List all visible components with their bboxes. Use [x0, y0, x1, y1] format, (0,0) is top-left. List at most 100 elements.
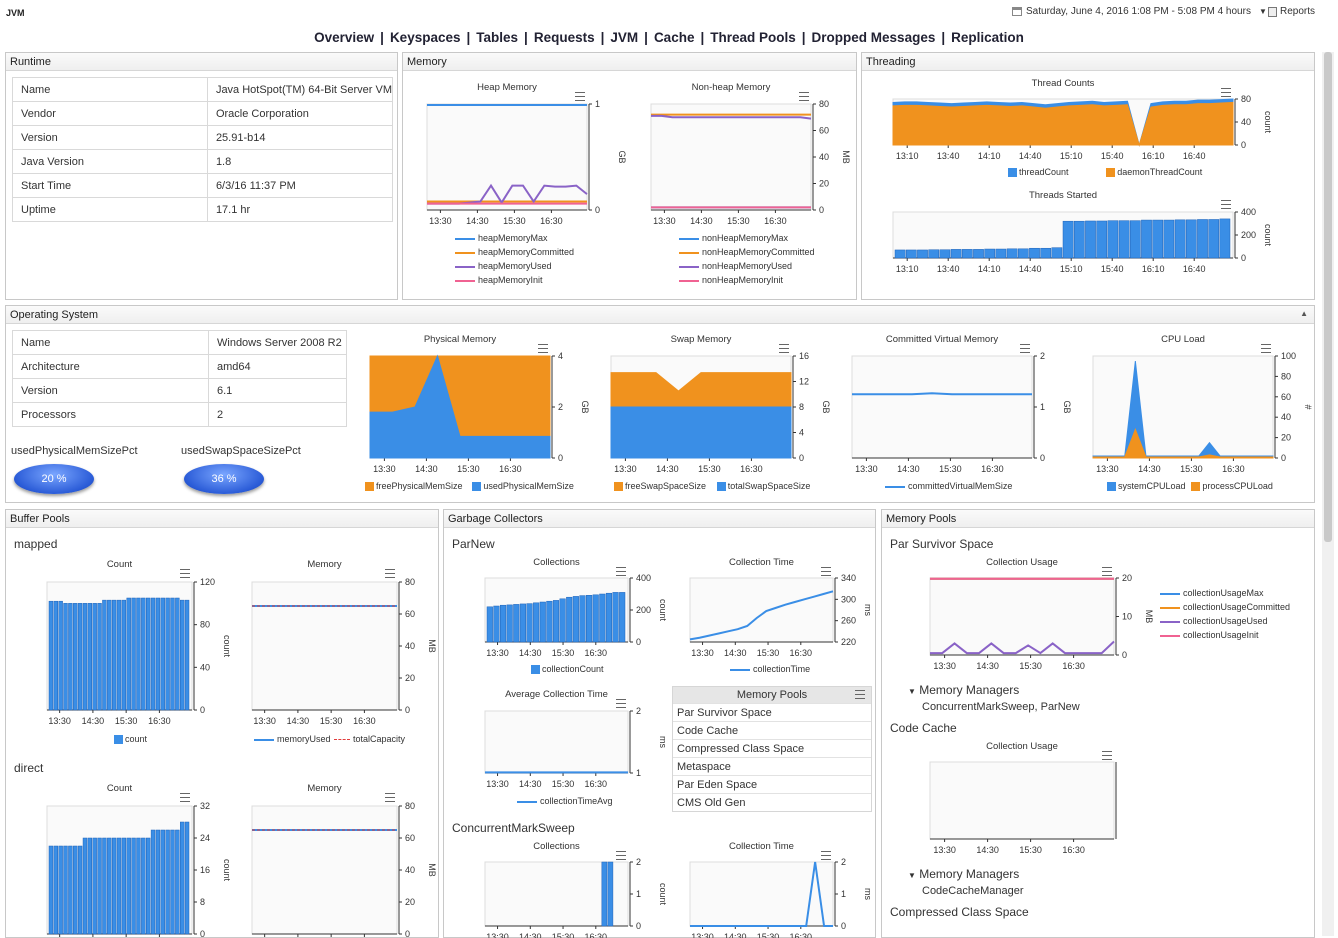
legend-item[interactable]: freeSwapSpaceSize: [614, 481, 706, 492]
legend-swatch: [679, 237, 699, 240]
nav-link-cache[interactable]: Cache: [653, 30, 695, 45]
nav-link-replication[interactable]: Replication: [951, 30, 1024, 45]
legend-item[interactable]: nonHeapMemoryUsed: [679, 261, 792, 271]
legend-item[interactable]: collectionUsageMax: [1160, 588, 1264, 598]
chart-menu-icon[interactable]: [1221, 88, 1231, 97]
chart-menu-icon[interactable]: [616, 567, 626, 576]
table-row: Processors 2: [12, 402, 347, 427]
legend-item[interactable]: heapMemoryInit: [455, 275, 543, 285]
legend-label: heapMemoryMax: [478, 233, 548, 243]
nav-link-jvm[interactable]: JVM: [610, 30, 639, 45]
legend-swatch: [614, 482, 623, 492]
legend-label: committedVirtualMemSize: [908, 481, 1013, 491]
legend-item[interactable]: collectionCount: [531, 664, 604, 675]
memory-pool-item[interactable]: CMS Old Gen: [673, 793, 871, 811]
chart-menu-icon[interactable]: [799, 92, 809, 101]
legend-item[interactable]: systemCPULoad: [1107, 481, 1186, 492]
nav-link-tables[interactable]: Tables: [476, 30, 519, 45]
panel-title: Buffer Pools: [6, 510, 438, 528]
memory-pool-item[interactable]: Metaspace: [673, 757, 871, 775]
chart-menu-icon[interactable]: [180, 793, 190, 802]
gc-panel: Garbage Collectors ParNew ConcurrentMark…: [443, 509, 876, 938]
legend-swatch: [114, 735, 123, 745]
menu-icon[interactable]: [855, 690, 865, 699]
chart-menu-icon[interactable]: [180, 569, 190, 578]
chart-menu-icon[interactable]: [779, 344, 789, 353]
legend-item[interactable]: heapMemoryCommitted: [455, 247, 574, 257]
legend-item[interactable]: processCPULoad: [1191, 481, 1273, 492]
chart-menu-icon[interactable]: [1221, 200, 1231, 209]
chart-menu-icon[interactable]: [385, 793, 395, 802]
chart-menu-icon[interactable]: [385, 569, 395, 578]
chart-menu-icon[interactable]: [1020, 344, 1030, 353]
table-row: Architecture amd64: [12, 354, 347, 379]
legend-item[interactable]: collectionUsageUsed: [1160, 616, 1268, 626]
memory-pool-item[interactable]: Compressed Class Space: [673, 739, 871, 757]
chart-menu-icon[interactable]: [821, 567, 831, 576]
legend-label: collectionCount: [542, 664, 604, 674]
legend-item[interactable]: nonHeapMemoryCommitted: [679, 247, 815, 257]
legend-label: threadCount: [1019, 167, 1069, 177]
legend-swatch: [1008, 168, 1017, 178]
chart-menu-icon[interactable]: [1261, 344, 1271, 353]
scrollbar[interactable]: [1322, 52, 1334, 936]
property-name: Version: [12, 378, 209, 403]
legend-item[interactable]: memoryUsed: [254, 734, 331, 744]
legend-item[interactable]: committedVirtualMemSize: [885, 481, 1012, 491]
chart-menu-icon[interactable]: [821, 851, 831, 860]
nav-link-requests[interactable]: Requests: [533, 30, 595, 45]
legend-swatch: [1160, 592, 1180, 595]
chart-menu-icon[interactable]: [1102, 751, 1112, 760]
legend-label: daemonThreadCount: [1117, 167, 1203, 177]
legend-item[interactable]: collectionUsageCommitted: [1160, 602, 1290, 612]
memory-pool-item[interactable]: Par Eden Space: [673, 775, 871, 793]
legend-item[interactable]: heapMemoryUsed: [455, 261, 552, 271]
nav-separator: |: [941, 30, 946, 45]
reports-button[interactable]: Reports: [1268, 6, 1315, 17]
scrollbar-thumb[interactable]: [1324, 52, 1332, 542]
legend-swatch: [1160, 606, 1180, 609]
time-range-selector[interactable]: Saturday, June 4, 2016 1:08 PM - 5:08 PM…: [1012, 6, 1267, 17]
legend-item[interactable]: heapMemoryMax: [455, 233, 548, 243]
legend-swatch: [455, 237, 475, 240]
legend-item[interactable]: collectionUsageInit: [1160, 630, 1259, 640]
legend-item[interactable]: threadCount: [1008, 167, 1069, 178]
calendar-icon: [1012, 7, 1022, 16]
nav-link-thread-pools[interactable]: Thread Pools: [710, 30, 796, 45]
property-value: 2: [208, 402, 347, 427]
legend-item[interactable]: collectionTimeAvg: [517, 796, 613, 806]
memory-managers-toggle-2[interactable]: ▼ Memory Managers: [908, 867, 1019, 881]
memory-pool-item[interactable]: Code Cache: [673, 721, 871, 739]
legend-item[interactable]: collectionTime: [730, 664, 810, 674]
legend-label: systemCPULoad: [1118, 481, 1186, 491]
legend-item[interactable]: usedPhysicalMemSize: [472, 481, 574, 492]
chart-menu-icon[interactable]: [616, 699, 626, 708]
memory-managers-label: Memory Managers: [919, 683, 1020, 697]
legend-item[interactable]: count: [114, 734, 147, 745]
nav-link-dropped-messages[interactable]: Dropped Messages: [811, 30, 936, 45]
property-value: 25.91-b14: [206, 125, 394, 150]
property-name: Processors: [12, 402, 209, 427]
chart-menu-icon[interactable]: [538, 344, 548, 353]
nav-separator: |: [466, 30, 471, 45]
runtime-panel: Runtime Name Java HotSpot(TM) 64-Bit Serv…: [5, 52, 398, 300]
legend-item[interactable]: freePhysicalMemSize: [365, 481, 463, 492]
parnew-header: ParNew: [452, 537, 495, 551]
legend-label: collectionTime: [753, 664, 811, 674]
collapse-icon[interactable]: ▲: [1300, 309, 1308, 318]
legend-item[interactable]: daemonThreadCount: [1106, 167, 1203, 178]
nav-link-overview[interactable]: Overview: [314, 30, 375, 45]
chart-menu-icon[interactable]: [616, 851, 626, 860]
legend-item[interactable]: totalSwapSpaceSize: [716, 481, 810, 492]
chart-title: Collection Usage: [986, 741, 1058, 752]
memory-pool-item[interactable]: Par Survivor Space: [673, 703, 871, 721]
legend-item[interactable]: nonHeapMemoryMax: [679, 233, 788, 243]
property-name: Start Time: [12, 173, 208, 198]
legend-item[interactable]: nonHeapMemoryInit: [679, 275, 783, 285]
legend-swatch: [334, 739, 350, 741]
legend-item[interactable]: totalCapacity: [334, 734, 405, 744]
chart-menu-icon[interactable]: [1102, 567, 1112, 576]
chart-menu-icon[interactable]: [575, 92, 585, 101]
memory-managers-toggle-1[interactable]: ▼ Memory Managers: [908, 683, 1019, 697]
nav-link-keyspaces[interactable]: Keyspaces: [389, 30, 461, 45]
